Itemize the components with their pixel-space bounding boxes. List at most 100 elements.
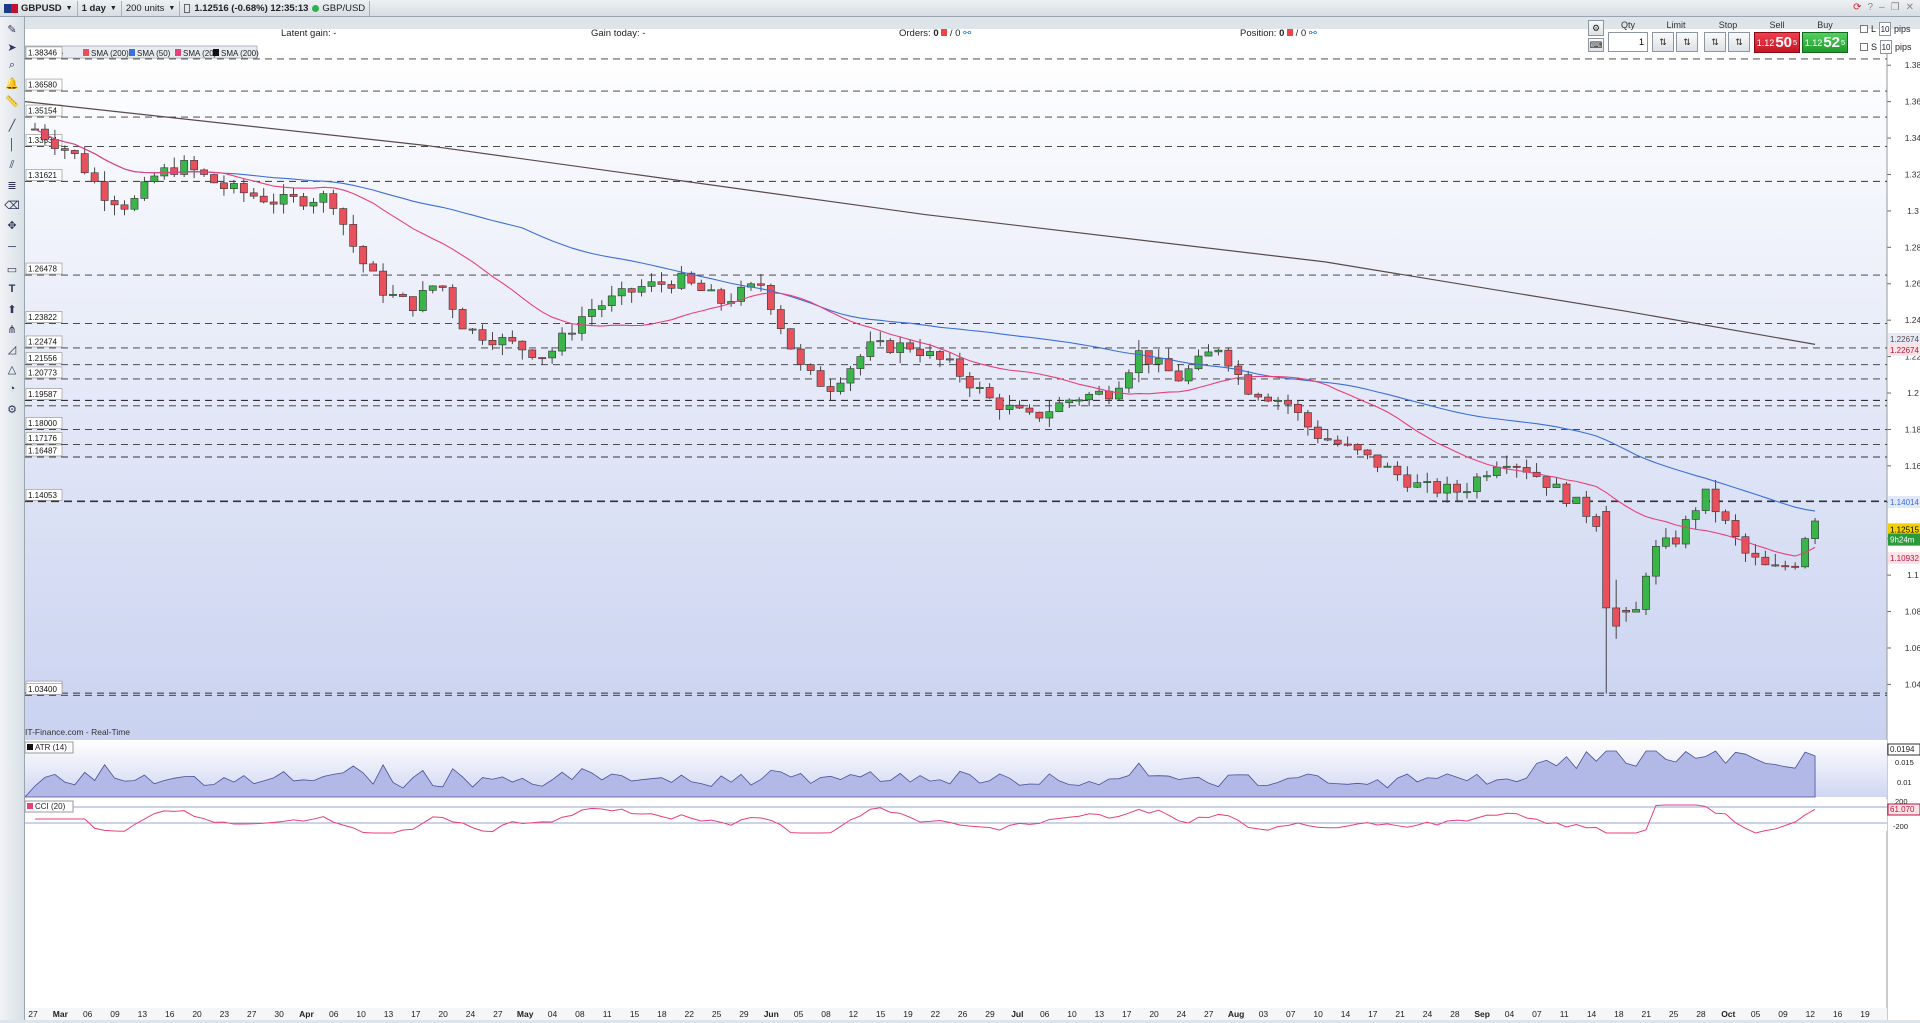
- candle: [1632, 609, 1640, 613]
- candle: [1512, 465, 1521, 468]
- legend-item: SMA (200): [91, 49, 129, 58]
- candle: [1393, 465, 1402, 476]
- countdown-label-box: [1888, 533, 1920, 546]
- candle: [1055, 402, 1064, 412]
- atr-value-box: [1887, 743, 1920, 756]
- stop-checkbox[interactable]: [1860, 43, 1868, 51]
- cycle-icon[interactable]: ◔: [8, 383, 16, 395]
- candle: [140, 181, 149, 199]
- s-pips-input[interactable]: 10: [1880, 40, 1893, 54]
- timeframe-selector[interactable]: 1 day ▼: [78, 0, 122, 16]
- x-tick-label: 20: [192, 1009, 202, 1019]
- candle: [359, 246, 368, 265]
- candle: [498, 337, 507, 346]
- stop-sell-button[interactable]: ⇅: [1704, 32, 1726, 52]
- candle: [906, 342, 915, 350]
- chart-area[interactable]: PriceSMA (200)SMA (50)SMA (20)SMA (200)1…: [24, 17, 1920, 1023]
- vertical-line-icon[interactable]: │: [8, 139, 16, 151]
- candle: [1095, 390, 1103, 395]
- x-tick-label: 16: [1833, 1009, 1843, 1019]
- ruler-icon[interactable]: 📏: [5, 95, 19, 108]
- pencil-icon[interactable]: ✎: [7, 23, 17, 36]
- alert-icon[interactable]: 🔔: [5, 77, 19, 90]
- level-label: 1.22474: [28, 337, 57, 346]
- restore-icon[interactable]: ❐: [1890, 2, 1900, 13]
- candle: [130, 198, 139, 210]
- sma200b-price-label-box: [1888, 343, 1920, 356]
- minimize-icon[interactable]: –: [1879, 2, 1885, 13]
- gain-today-value: -: [642, 28, 646, 39]
- candle: [1671, 537, 1680, 545]
- gann-icon[interactable]: ◿: [7, 343, 17, 356]
- candle: [1652, 546, 1660, 577]
- candle: [975, 387, 984, 389]
- stop-buy-button[interactable]: ⇅: [1728, 32, 1750, 52]
- x-tick-label: 30: [274, 1009, 284, 1019]
- limit-buy-button[interactable]: ⇅: [1676, 32, 1698, 52]
- sell-label: Sell: [1769, 20, 1785, 30]
- settings-icon[interactable]: ⚙: [7, 403, 17, 416]
- y-tick-label: 1.36: [1905, 97, 1920, 107]
- x-axis-bar: [25, 1008, 1887, 1020]
- level-label-box: [25, 388, 63, 400]
- rectangle-icon[interactable]: ▭: [6, 263, 18, 276]
- x-tick-label: 06: [83, 1009, 93, 1019]
- candle: [478, 329, 487, 341]
- text-icon[interactable]: T: [8, 283, 16, 295]
- cci-label-box: [24, 800, 74, 813]
- horizontal-line-icon[interactable]: ─: [8, 241, 16, 253]
- refresh-icon[interactable]: ⟳: [1853, 2, 1862, 13]
- window-controls: ⟳ ? – ❐ ✕: [1853, 2, 1914, 13]
- units-selector[interactable]: 200 units ▼: [122, 0, 181, 16]
- x-tick-label: 10: [356, 1009, 366, 1019]
- candle: [418, 290, 427, 312]
- help-icon[interactable]: ?: [1867, 2, 1874, 13]
- sell-button[interactable]: 1.12 50 5: [1754, 32, 1800, 53]
- keyboard-icon[interactable]: ⌨: [1588, 38, 1604, 52]
- limit-label: Limit: [1666, 20, 1686, 30]
- x-tick-label: Aug: [1228, 1009, 1245, 1019]
- candle: [150, 175, 159, 183]
- countdown-label: 9h24m: [1890, 536, 1915, 545]
- limit-sell-button[interactable]: ⇅: [1652, 32, 1674, 52]
- candle: [1333, 439, 1342, 445]
- triangle-icon[interactable]: △: [7, 363, 17, 376]
- buy-button[interactable]: 1.12 52 5: [1802, 32, 1848, 53]
- candle: [369, 263, 378, 272]
- channel-icon[interactable]: ⫽: [9, 158, 15, 171]
- fibonacci-icon[interactable]: ≣: [7, 179, 17, 192]
- candle: [1582, 496, 1591, 517]
- arrow-up-icon[interactable]: ⬆: [7, 303, 17, 316]
- l-pips-input[interactable]: 10: [1879, 22, 1892, 36]
- candle: [1463, 491, 1471, 494]
- level-label: 1.18000: [28, 419, 57, 428]
- eraser-icon[interactable]: ⌫: [4, 199, 20, 212]
- candle: [637, 286, 646, 293]
- level-label-box: [25, 335, 63, 348]
- calculator-icon[interactable]: ⚙: [1588, 20, 1604, 36]
- level-label-box: [25, 46, 63, 59]
- qty-input[interactable]: [1608, 32, 1648, 52]
- sma-50-line: [34, 128, 1816, 512]
- legend-swatch: [213, 49, 219, 56]
- link-icon[interactable]: ⚯: [1308, 28, 1317, 39]
- limit-checkbox[interactable]: [1860, 25, 1868, 33]
- level-label: 1.17176: [28, 434, 57, 443]
- pitchfork-icon[interactable]: ⋔: [7, 323, 17, 336]
- candle: [836, 382, 845, 392]
- cci-swatch: [27, 803, 33, 809]
- link-icon[interactable]: ⚯: [963, 28, 972, 39]
- symbol-selector[interactable]: GBPUSD ▼: [0, 0, 78, 16]
- move-icon[interactable]: ✥: [7, 219, 17, 232]
- zoom-icon[interactable]: ⌕: [8, 58, 16, 71]
- trendline-icon[interactable]: ╱: [8, 119, 16, 132]
- pointer-icon[interactable]: ➤: [7, 41, 17, 54]
- candle: [379, 270, 387, 296]
- sma50-price-label: 1.14014: [1890, 498, 1919, 507]
- s-label: S: [1871, 42, 1878, 52]
- candle: [1562, 483, 1571, 504]
- candle: [607, 295, 616, 306]
- candle: [458, 309, 467, 330]
- price-chart[interactable]: PriceSMA (200)SMA (50)SMA (20)SMA (200)1…: [24, 17, 1920, 1023]
- close-icon[interactable]: ✕: [1905, 2, 1914, 13]
